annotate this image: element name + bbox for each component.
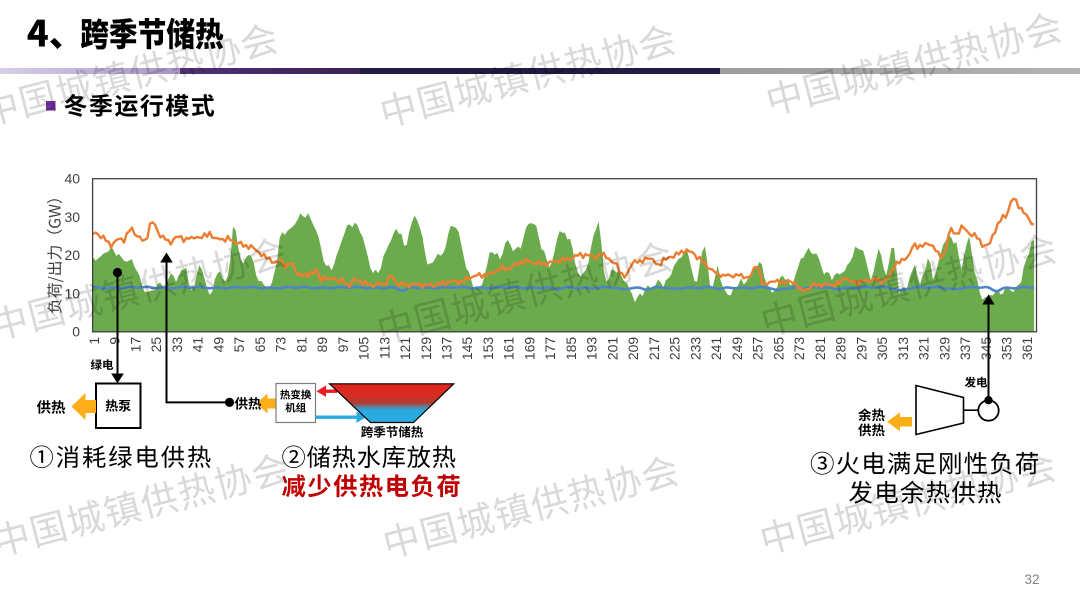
svg-text:289: 289	[833, 337, 849, 361]
svg-text:25: 25	[148, 337, 164, 353]
svg-text:40: 40	[65, 171, 81, 187]
svg-text:129: 129	[418, 337, 434, 361]
svg-text:89: 89	[314, 337, 330, 353]
svg-text:361: 361	[1019, 337, 1035, 361]
svg-text:257: 257	[750, 337, 766, 361]
svg-text:225: 225	[667, 337, 683, 361]
svg-text:65: 65	[252, 337, 268, 353]
svg-text:169: 169	[522, 337, 538, 361]
svg-text:281: 281	[812, 337, 828, 361]
svg-text:41: 41	[190, 337, 206, 353]
svg-text:73: 73	[273, 337, 289, 353]
svg-text:97: 97	[335, 337, 351, 353]
svg-text:49: 49	[210, 337, 226, 353]
svg-text:353: 353	[999, 337, 1015, 361]
svg-text:265: 265	[770, 337, 786, 361]
svg-text:337: 337	[957, 337, 973, 361]
svg-text:273: 273	[791, 337, 807, 361]
svg-text:121: 121	[397, 337, 413, 361]
svg-text:217: 217	[646, 337, 662, 361]
svg-text:0: 0	[72, 324, 80, 340]
svg-text:17: 17	[127, 337, 143, 353]
svg-text:305: 305	[874, 337, 890, 361]
svg-text:329: 329	[936, 337, 952, 361]
svg-text:113: 113	[376, 337, 392, 360]
svg-text:345: 345	[978, 337, 994, 361]
svg-text:153: 153	[480, 337, 496, 361]
svg-text:161: 161	[501, 337, 517, 361]
svg-text:177: 177	[542, 337, 558, 361]
svg-text:313: 313	[895, 337, 911, 361]
svg-text:10: 10	[65, 285, 81, 301]
svg-text:1: 1	[86, 337, 102, 345]
svg-text:193: 193	[584, 337, 600, 361]
svg-text:137: 137	[439, 337, 455, 361]
svg-text:297: 297	[853, 337, 869, 361]
svg-text:145: 145	[459, 337, 475, 361]
svg-text:32: 32	[1024, 572, 1039, 587]
svg-text:321: 321	[916, 337, 932, 361]
svg-text:185: 185	[563, 337, 579, 361]
svg-text:20: 20	[65, 247, 81, 263]
svg-text:105: 105	[356, 337, 372, 361]
svg-text:249: 249	[729, 337, 745, 361]
svg-text:33: 33	[169, 337, 185, 353]
svg-text:57: 57	[231, 337, 247, 353]
svg-text:9: 9	[107, 337, 123, 345]
svg-text:30: 30	[65, 209, 81, 225]
svg-text:81: 81	[293, 337, 309, 353]
svg-text:241: 241	[708, 337, 724, 361]
svg-text:201: 201	[604, 337, 620, 361]
svg-text:209: 209	[625, 337, 641, 361]
svg-text:233: 233	[687, 337, 703, 361]
